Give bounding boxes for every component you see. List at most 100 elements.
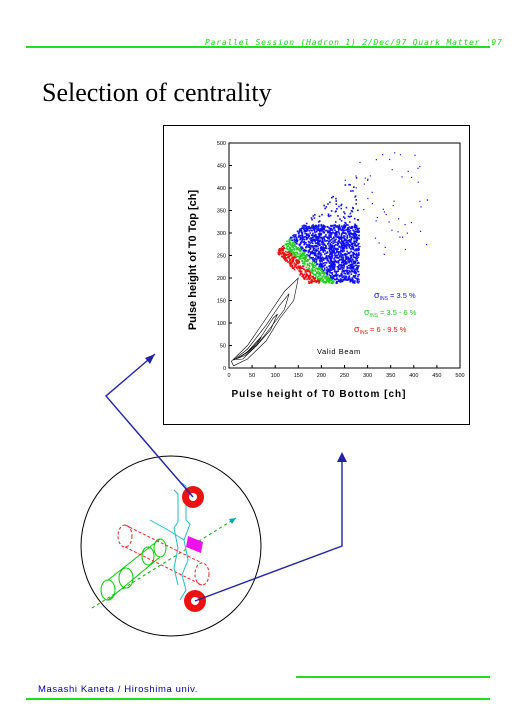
data-point (335, 282, 337, 284)
data-point (352, 229, 354, 231)
data-point (305, 270, 308, 272)
data-point (345, 206, 348, 209)
data-point (378, 242, 380, 244)
red-detector (117, 524, 210, 586)
data-point (353, 234, 356, 237)
data-point (316, 242, 318, 244)
data-point (355, 252, 358, 255)
data-point (321, 246, 323, 249)
data-point (291, 259, 294, 262)
data-point (280, 250, 282, 252)
data-point (317, 241, 319, 244)
data-point (357, 282, 360, 284)
data-point (288, 242, 291, 245)
data-point (313, 217, 316, 219)
data-point (328, 249, 331, 252)
data-point (348, 216, 351, 218)
data-point (297, 236, 300, 238)
data-point (343, 211, 345, 213)
data-point (356, 265, 359, 267)
valid-beam-label: Valid Beam (317, 347, 361, 356)
data-point (303, 226, 305, 229)
data-point (316, 256, 319, 259)
data-point (340, 255, 342, 257)
data-point (282, 251, 284, 253)
data-point (298, 235, 300, 237)
data-point (319, 262, 322, 264)
data-point (290, 263, 293, 265)
data-point (318, 251, 321, 254)
data-point (320, 234, 322, 236)
data-point (331, 251, 334, 254)
data-point (323, 244, 326, 246)
data-point (328, 240, 331, 243)
data-point (310, 251, 312, 253)
data-point (355, 264, 358, 267)
data-point (325, 245, 327, 247)
data-point (321, 238, 324, 241)
data-point (340, 264, 342, 266)
data-point (343, 225, 346, 228)
data-point (309, 271, 312, 274)
data-point (354, 274, 357, 277)
data-point (342, 225, 345, 227)
data-point (289, 248, 291, 250)
data-point (308, 250, 310, 252)
data-point (313, 258, 315, 261)
data-point (350, 236, 352, 238)
data-point (358, 254, 360, 256)
data-point (328, 248, 331, 251)
data-point (293, 234, 295, 236)
data-point (337, 243, 339, 246)
data-point (333, 254, 336, 256)
data-point (337, 280, 340, 282)
data-point (282, 244, 285, 247)
data-point (321, 268, 323, 270)
data-point (343, 277, 346, 280)
data-point (337, 215, 339, 217)
data-point (297, 255, 300, 258)
data-point (348, 240, 351, 243)
data-point (329, 245, 332, 247)
data-point (329, 231, 331, 234)
data-point (338, 264, 340, 267)
data-point (323, 264, 326, 267)
data-point (296, 239, 299, 242)
data-point (317, 275, 320, 278)
data-point (294, 241, 297, 244)
data-point (316, 268, 319, 271)
data-point (319, 271, 321, 274)
data-point (404, 224, 406, 226)
data-point (325, 257, 327, 259)
data-point (337, 266, 340, 269)
data-point (327, 231, 330, 234)
data-point (293, 266, 296, 268)
data-point (330, 210, 333, 212)
data-point (351, 270, 354, 273)
data-point (303, 249, 306, 251)
data-point (314, 279, 316, 282)
data-point (344, 235, 346, 238)
data-point (311, 252, 314, 255)
data-point (329, 247, 331, 249)
data-point (308, 280, 310, 283)
data-point (353, 236, 356, 239)
data-point (293, 268, 296, 271)
data-point (320, 259, 323, 262)
data-point (311, 250, 314, 253)
data-point (399, 236, 401, 238)
data-point (343, 265, 345, 268)
data-point (341, 253, 344, 256)
data-point (358, 234, 360, 237)
data-point (350, 271, 352, 273)
data-point (327, 259, 330, 262)
data-point (357, 219, 359, 221)
data-point (304, 269, 307, 272)
data-point (312, 266, 314, 269)
data-point (337, 274, 339, 276)
data-point (332, 240, 334, 242)
data-point (306, 259, 309, 262)
data-point (352, 207, 354, 210)
data-point (310, 281, 312, 284)
footer-author: Masashi Kaneta / Hiroshima univ. (38, 684, 199, 695)
